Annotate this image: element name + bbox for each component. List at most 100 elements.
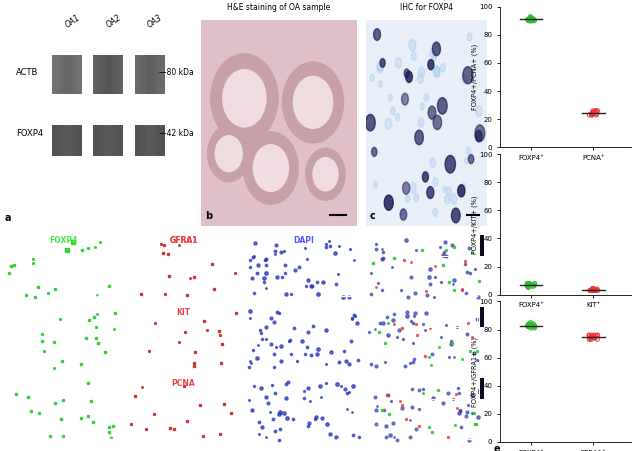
Point bbox=[526, 325, 536, 332]
Circle shape bbox=[450, 194, 457, 205]
Bar bbox=[101, 125, 104, 156]
Point bbox=[584, 331, 594, 339]
Point bbox=[587, 285, 598, 293]
Point bbox=[592, 110, 602, 117]
Point bbox=[529, 280, 540, 287]
Point bbox=[526, 17, 536, 24]
Point bbox=[586, 334, 596, 341]
Bar bbox=[429, 377, 477, 399]
Point bbox=[589, 285, 599, 293]
Circle shape bbox=[463, 67, 473, 84]
Point bbox=[525, 17, 535, 24]
Bar bbox=[67, 55, 71, 94]
Point bbox=[523, 283, 533, 290]
Text: OA2: OA2 bbox=[104, 14, 123, 30]
Y-axis label: FOXP4+/GFRA1+ (%): FOXP4+/GFRA1+ (%) bbox=[471, 336, 478, 407]
Bar bbox=[56, 125, 60, 156]
Point bbox=[588, 107, 598, 115]
Bar bbox=[97, 125, 101, 156]
Bar bbox=[146, 125, 150, 156]
Point bbox=[587, 285, 598, 293]
Circle shape bbox=[385, 118, 392, 129]
Bar bbox=[135, 125, 138, 156]
Text: ACTB: ACTB bbox=[17, 68, 39, 77]
Point bbox=[589, 285, 599, 293]
Circle shape bbox=[415, 130, 424, 145]
Circle shape bbox=[374, 29, 380, 41]
Point bbox=[586, 111, 596, 119]
Point bbox=[526, 13, 536, 20]
Bar bbox=[142, 125, 146, 156]
Point bbox=[590, 331, 601, 339]
Bar bbox=[157, 125, 161, 156]
Point bbox=[524, 281, 534, 289]
Circle shape bbox=[373, 181, 377, 188]
Point bbox=[526, 323, 536, 330]
Point bbox=[589, 287, 599, 294]
Bar bbox=[60, 125, 63, 156]
Point bbox=[529, 17, 540, 24]
Point bbox=[589, 285, 599, 293]
Bar bbox=[78, 55, 82, 94]
Circle shape bbox=[396, 113, 400, 121]
Point bbox=[529, 325, 540, 332]
Bar bbox=[63, 125, 67, 156]
Bar bbox=[161, 55, 165, 94]
Circle shape bbox=[443, 186, 447, 193]
Point bbox=[524, 322, 534, 329]
Point bbox=[589, 287, 599, 294]
Point bbox=[584, 336, 594, 343]
Bar bbox=[479, 235, 518, 256]
Bar bbox=[138, 125, 142, 156]
Point bbox=[589, 110, 599, 117]
Text: H&E staining of OA sample: H&E staining of OA sample bbox=[227, 3, 331, 12]
Bar bbox=[479, 306, 518, 327]
Circle shape bbox=[401, 93, 408, 105]
Point bbox=[523, 284, 533, 291]
Point bbox=[524, 281, 534, 289]
Bar bbox=[94, 125, 97, 156]
Circle shape bbox=[433, 115, 441, 129]
Point bbox=[529, 281, 540, 289]
Circle shape bbox=[445, 156, 455, 173]
Point bbox=[524, 323, 534, 330]
Point bbox=[587, 331, 597, 339]
Text: GFRA1: GFRA1 bbox=[169, 236, 197, 245]
Text: FOXP4: FOXP4 bbox=[49, 236, 78, 245]
Text: OA1: OA1 bbox=[63, 14, 82, 30]
Point bbox=[585, 334, 596, 341]
Point bbox=[528, 16, 538, 23]
Bar bbox=[52, 55, 56, 94]
Circle shape bbox=[371, 147, 377, 156]
Text: —42 kDa: —42 kDa bbox=[159, 129, 194, 138]
Bar bbox=[94, 55, 97, 94]
Bar bbox=[97, 55, 101, 94]
Point bbox=[523, 16, 533, 23]
Point bbox=[589, 334, 599, 341]
Bar bbox=[71, 125, 75, 156]
Point bbox=[592, 331, 603, 339]
Circle shape bbox=[409, 39, 416, 51]
Point bbox=[524, 280, 534, 287]
Circle shape bbox=[390, 107, 395, 115]
Point bbox=[588, 110, 598, 117]
Point bbox=[585, 287, 596, 294]
Circle shape bbox=[468, 33, 472, 41]
Point bbox=[524, 14, 534, 22]
Circle shape bbox=[420, 103, 424, 110]
Point bbox=[528, 281, 538, 289]
Bar bbox=[146, 55, 150, 94]
Circle shape bbox=[466, 147, 471, 154]
Circle shape bbox=[427, 186, 434, 198]
Point bbox=[592, 285, 603, 293]
Text: c: c bbox=[370, 212, 376, 221]
Point bbox=[589, 109, 599, 116]
Circle shape bbox=[417, 74, 423, 83]
Text: e: e bbox=[494, 444, 500, 451]
Point bbox=[529, 16, 539, 23]
Text: IHC for FOXP4: IHC for FOXP4 bbox=[400, 3, 454, 12]
Circle shape bbox=[433, 66, 440, 77]
Point bbox=[524, 281, 534, 289]
Point bbox=[587, 285, 598, 293]
Circle shape bbox=[476, 106, 482, 117]
